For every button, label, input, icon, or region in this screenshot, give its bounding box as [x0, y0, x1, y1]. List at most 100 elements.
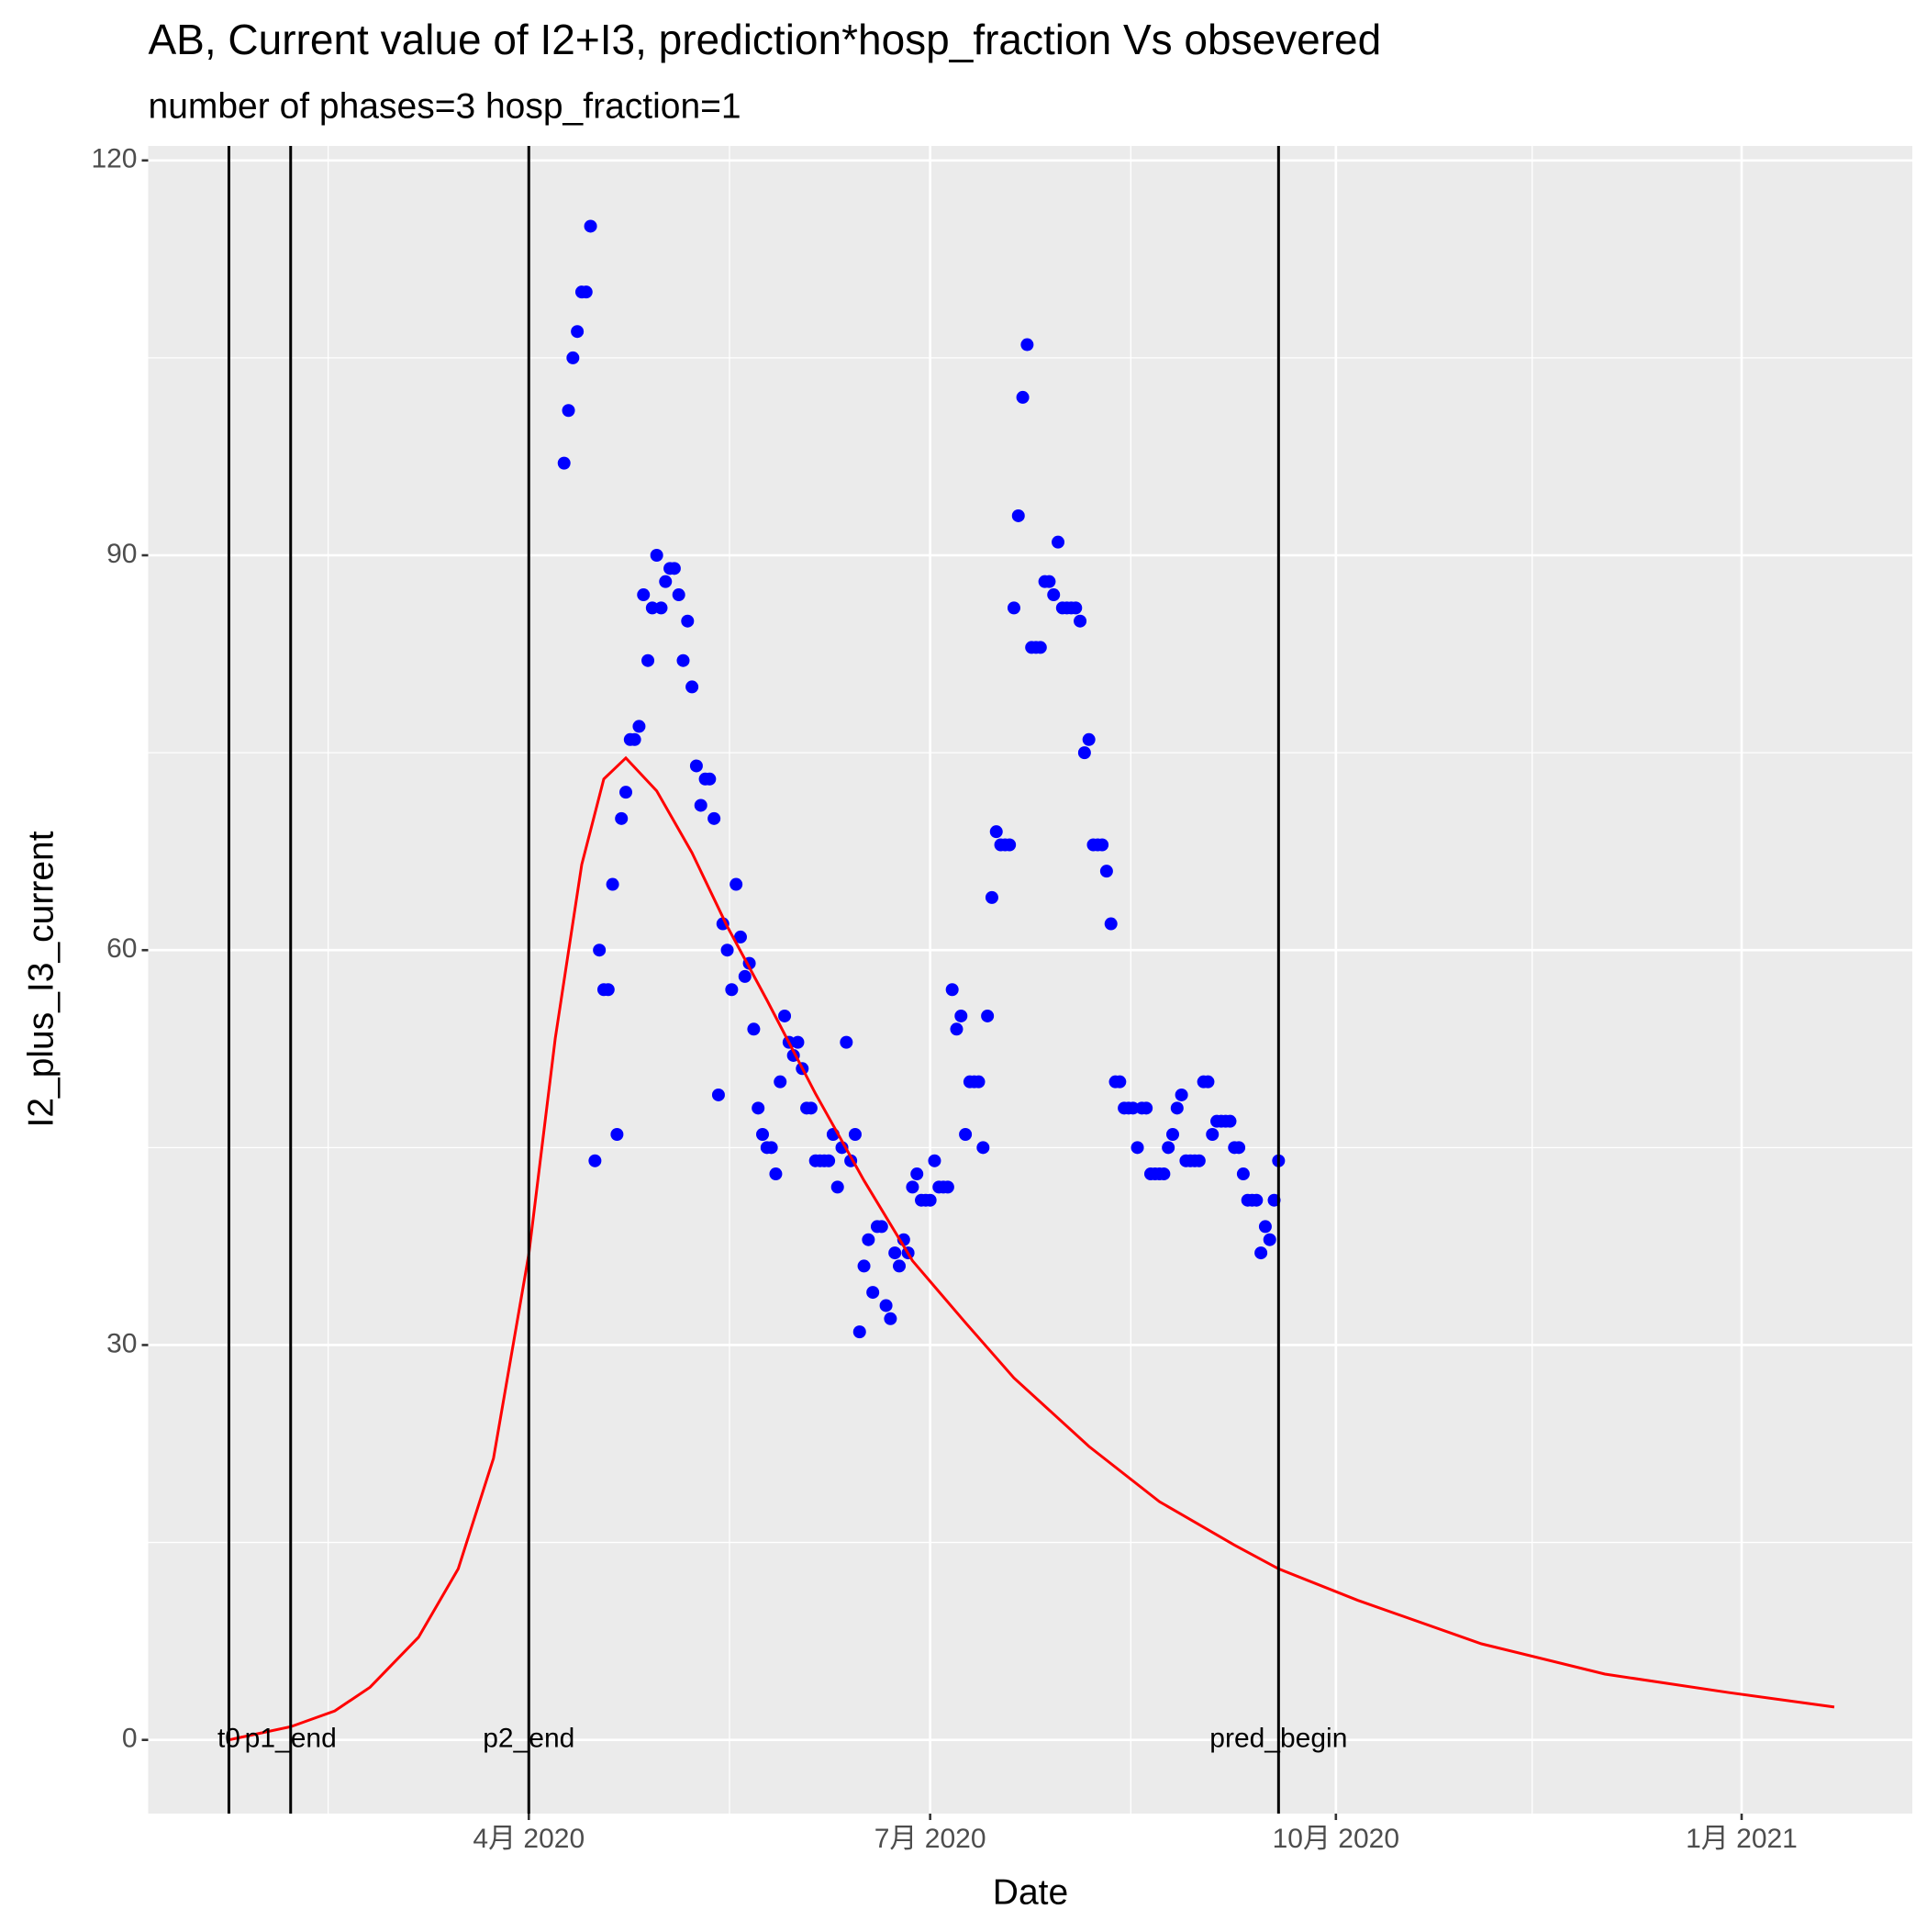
- data-point: [1047, 588, 1061, 602]
- data-point: [557, 456, 571, 470]
- data-point: [615, 811, 629, 825]
- data-point: [945, 983, 959, 997]
- data-point: [950, 1022, 964, 1036]
- y-axis-title: I2_plus_I3_current: [21, 831, 61, 1127]
- data-point: [1263, 1233, 1276, 1246]
- data-point: [840, 1035, 853, 1049]
- data-point: [601, 983, 615, 997]
- data-point: [1007, 601, 1020, 615]
- data-point: [822, 1154, 836, 1167]
- data-point: [830, 1180, 844, 1194]
- data-point: [1165, 1128, 1179, 1142]
- x-tick-label: 10月 2020: [1273, 1824, 1399, 1854]
- vertical-line-label: p1_end: [245, 1724, 337, 1754]
- data-point: [910, 1167, 924, 1181]
- data-point: [884, 1312, 897, 1325]
- data-point: [566, 351, 580, 364]
- data-point: [1016, 390, 1030, 404]
- data-point: [1201, 1075, 1215, 1089]
- data-point: [866, 1286, 880, 1300]
- data-point: [711, 1088, 725, 1101]
- data-point: [562, 404, 575, 418]
- panel-background: [148, 146, 1912, 1814]
- data-point: [1192, 1154, 1206, 1167]
- data-point: [703, 772, 717, 786]
- data-point: [628, 732, 641, 746]
- vertical-line-label: t0: [217, 1724, 240, 1754]
- data-point: [738, 969, 752, 983]
- x-tick-label: 4月 2020: [473, 1824, 585, 1854]
- data-point: [747, 1022, 761, 1036]
- data-point: [976, 1141, 990, 1155]
- data-point: [676, 653, 690, 667]
- data-point: [804, 1101, 818, 1115]
- data-point: [1236, 1167, 1250, 1181]
- data-point: [694, 798, 707, 812]
- vertical-line-label: pred_begin: [1209, 1724, 1347, 1754]
- vertical-line-label: p2_end: [483, 1724, 574, 1754]
- data-point: [685, 680, 699, 694]
- x-axis-title: Date: [993, 1872, 1068, 1912]
- data-point: [610, 1128, 624, 1142]
- data-point: [579, 285, 593, 299]
- data-point: [1020, 338, 1034, 352]
- data-point: [1104, 917, 1118, 931]
- data-point: [725, 983, 739, 997]
- data-point: [1140, 1101, 1153, 1115]
- data-point: [1223, 1114, 1237, 1128]
- y-tick-label: 120: [91, 144, 137, 174]
- data-point: [848, 1128, 862, 1142]
- data-point: [778, 1009, 792, 1022]
- data-point: [1232, 1141, 1246, 1155]
- data-point: [774, 1075, 787, 1089]
- data-point: [1157, 1167, 1171, 1181]
- data-point: [632, 720, 646, 733]
- data-point: [1096, 838, 1109, 852]
- y-tick-label: 60: [106, 933, 137, 964]
- data-point: [707, 811, 721, 825]
- data-point: [1162, 1141, 1175, 1155]
- data-point: [659, 575, 673, 588]
- data-point: [879, 1299, 893, 1312]
- data-point: [654, 601, 668, 615]
- data-point: [641, 653, 655, 667]
- data-point: [606, 877, 619, 891]
- data-point: [1258, 1220, 1272, 1234]
- data-point: [954, 1009, 968, 1022]
- data-point: [985, 890, 998, 904]
- data-point: [959, 1128, 973, 1142]
- data-point: [769, 1167, 783, 1181]
- data-point: [1254, 1246, 1268, 1260]
- x-tick-label: 1月 2021: [1686, 1824, 1798, 1854]
- data-point: [645, 601, 659, 615]
- x-tick-label: 7月 2020: [874, 1824, 986, 1854]
- data-point: [923, 1193, 937, 1207]
- data-point: [928, 1154, 941, 1167]
- data-point: [730, 877, 743, 891]
- data-point: [1077, 746, 1091, 760]
- prediction-line: [228, 755, 1835, 1742]
- data-point: [681, 614, 695, 628]
- data-point: [733, 930, 747, 944]
- data-point: [989, 825, 1003, 839]
- data-point: [941, 1180, 954, 1194]
- data-point: [1003, 838, 1017, 852]
- data-point: [1042, 575, 1056, 588]
- data-point: [584, 219, 597, 233]
- data-point: [857, 1259, 871, 1273]
- data-point: [720, 944, 734, 957]
- data-point: [852, 1325, 866, 1339]
- data-point: [874, 1220, 888, 1234]
- data-point: [1250, 1193, 1264, 1207]
- data-point: [1082, 732, 1096, 746]
- data-point: [752, 1101, 765, 1115]
- data-point: [1126, 1101, 1140, 1115]
- data-point: [637, 588, 651, 602]
- data-point: [593, 944, 607, 957]
- data-point: [1069, 601, 1083, 615]
- data-point: [667, 562, 681, 575]
- data-point: [588, 1154, 602, 1167]
- data-point: [981, 1009, 995, 1022]
